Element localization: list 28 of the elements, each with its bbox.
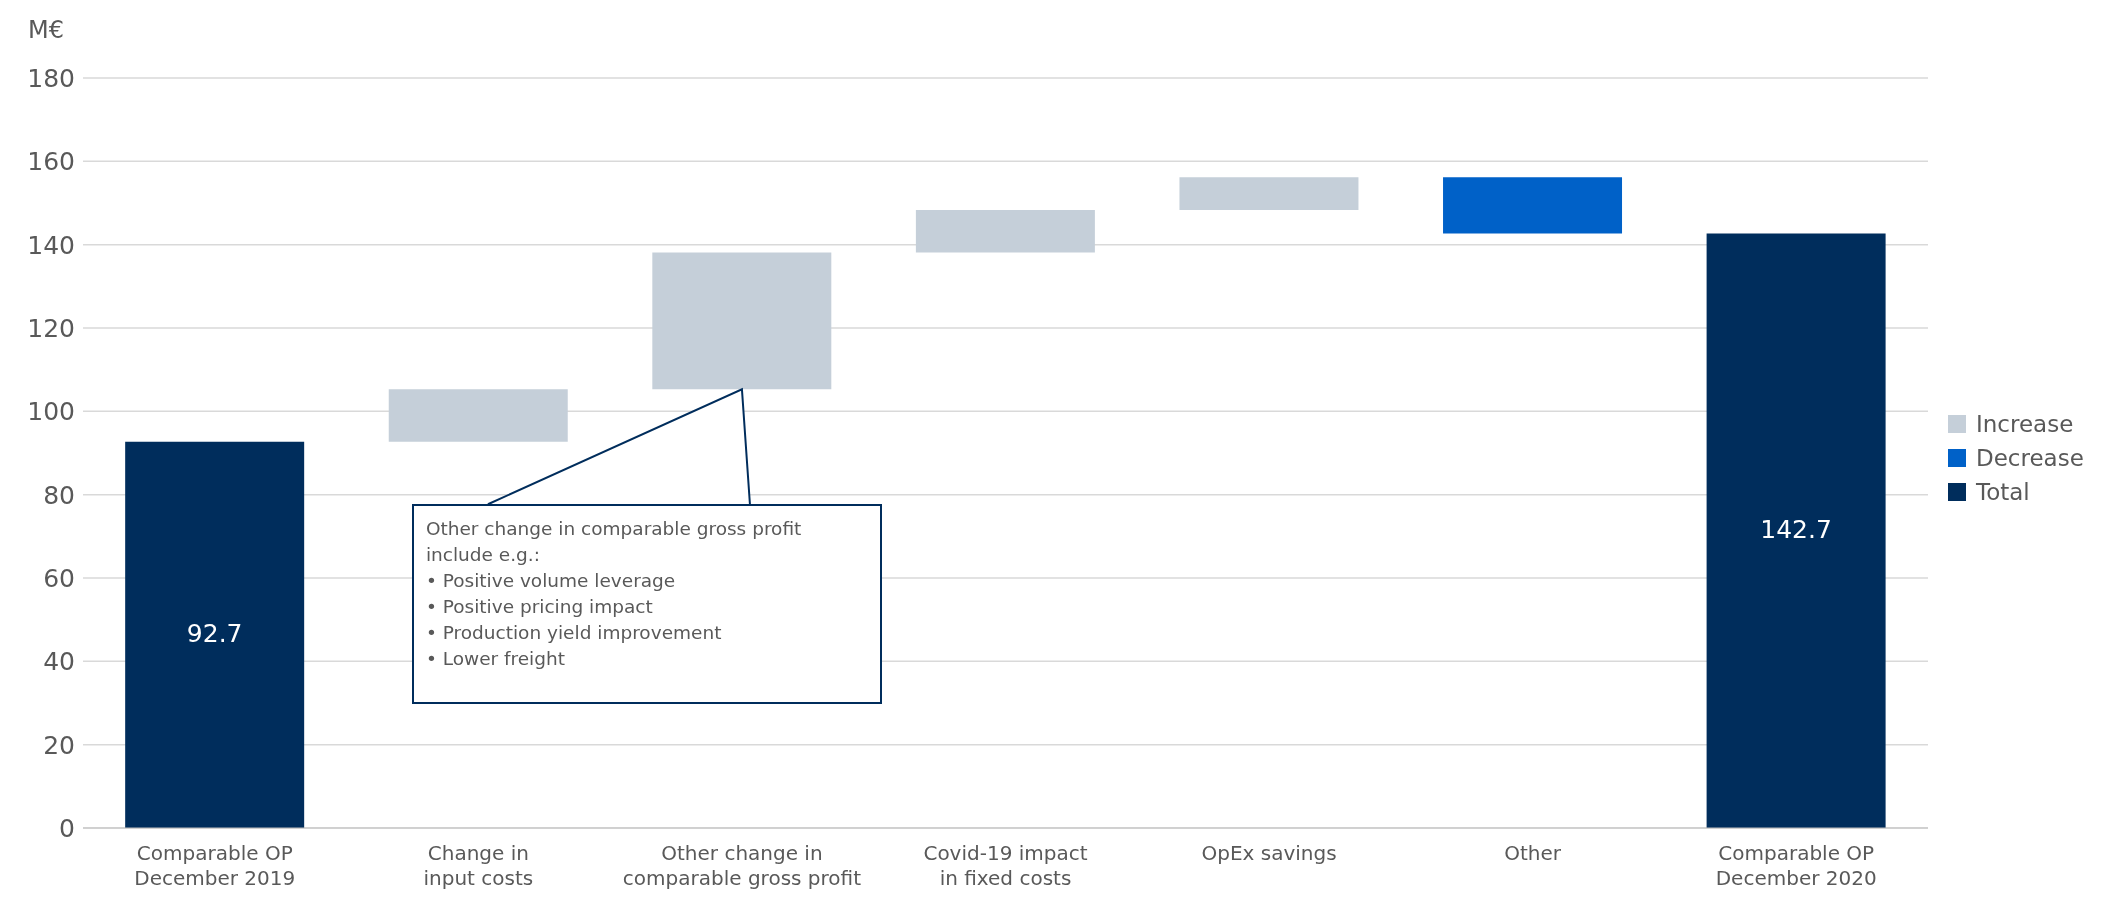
bar: [915, 210, 1095, 253]
data-label: 142.7: [1760, 514, 1832, 544]
legend-label: Increase: [1976, 411, 2074, 437]
y-tick-label: 40: [43, 647, 75, 677]
x-tick-label: Other change in comparable gross profit: [622, 841, 862, 890]
bar: [1443, 177, 1623, 234]
x-tick-label: Change in input costs: [423, 841, 534, 890]
x-tick-label: Other: [1504, 841, 1562, 865]
x-tick-label: Comparable OP December 2019: [134, 841, 296, 890]
x-tick-label: OpEx savings: [1201, 841, 1337, 865]
bar: [1179, 177, 1359, 211]
y-tick-label: 160: [27, 147, 75, 177]
y-tick-label: 140: [27, 230, 75, 260]
y-tick-label: 60: [43, 563, 75, 593]
y-tick-label: 180: [27, 63, 75, 93]
y-tick-label: 20: [43, 730, 75, 760]
y-tick-label: 100: [27, 397, 75, 427]
bar: [1706, 233, 1886, 828]
x-tick-label: Comparable OP December 2020: [1715, 841, 1877, 890]
y-tick-label: 80: [43, 480, 75, 510]
y-tick-label: 0: [59, 813, 75, 843]
y-tick-label: 120: [27, 313, 75, 343]
y-axis-title: M€: [28, 16, 64, 44]
legend-label: Total: [1976, 479, 2030, 505]
bar: [125, 441, 305, 828]
data-label: 92.7: [186, 618, 243, 648]
legend-label: Decrease: [1976, 445, 2084, 471]
x-tick-label: Covid-19 impact in fixed costs: [923, 841, 1088, 890]
